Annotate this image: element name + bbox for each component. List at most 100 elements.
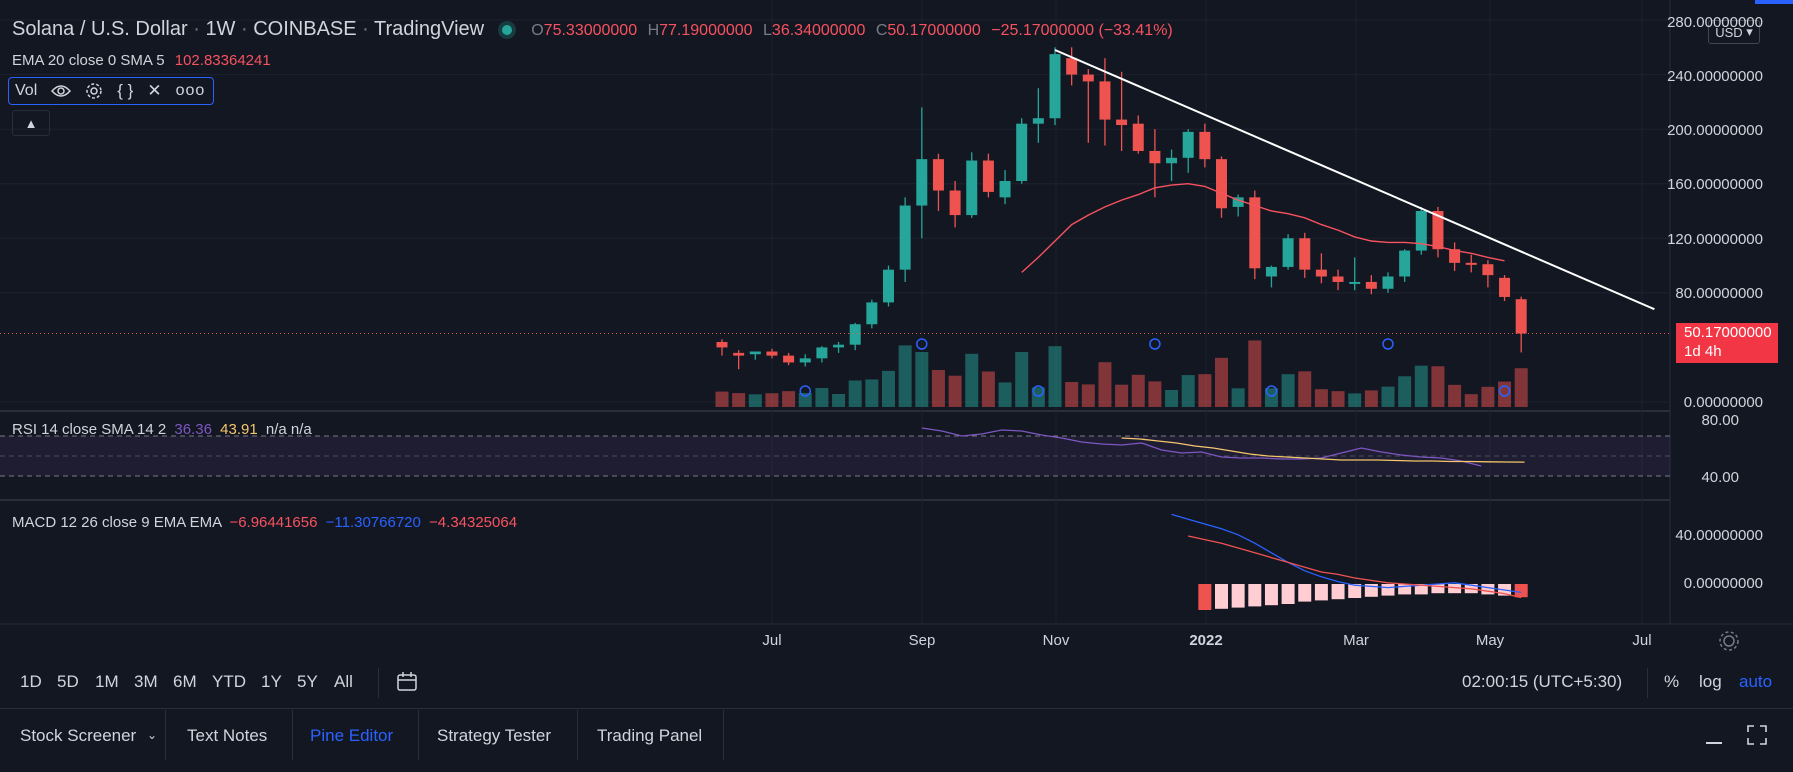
candle-body xyxy=(883,269,894,303)
event-marker-icon xyxy=(1032,385,1045,397)
candle-body xyxy=(1249,197,1261,269)
range-1m[interactable]: 1M xyxy=(95,672,119,691)
interval-label[interactable]: 1W xyxy=(205,18,236,40)
candle-body xyxy=(932,159,944,191)
collapse-legend-button[interactable]: ▲ xyxy=(12,110,50,136)
tab-stock-screener[interactable]: Stock Screener xyxy=(20,726,137,745)
candle-body xyxy=(816,347,828,359)
remove-icon[interactable]: ✕ xyxy=(147,81,162,100)
volume-bar xyxy=(1165,389,1179,407)
symbol-name[interactable]: Solana / U.S. Dollar xyxy=(12,18,188,40)
candle-body xyxy=(1066,58,1078,75)
macd-histogram-bar xyxy=(1264,584,1278,606)
eye-icon[interactable] xyxy=(51,84,72,98)
range-1d[interactable]: 1D xyxy=(20,672,42,691)
candle-body xyxy=(1082,74,1094,82)
volume-bar xyxy=(715,391,729,407)
close-value: 50.17000000 xyxy=(887,22,981,39)
macd-hist-value: −4.34325064 xyxy=(429,514,518,531)
volume-bar xyxy=(1298,371,1312,407)
maximize-panel-icon[interactable] xyxy=(1746,724,1768,746)
time-tick: May xyxy=(1475,632,1505,649)
ema-value: 102.83364241 xyxy=(174,52,271,69)
change-value: −25.17000000 (−33.41%) xyxy=(991,22,1173,39)
chart-settings-icon[interactable] xyxy=(1718,630,1740,652)
volume-bar xyxy=(1398,376,1412,407)
time-tick: Mar xyxy=(1343,632,1369,649)
macd-legend[interactable]: MACD 12 26 close 9 EMA EMA −6.96441656 −… xyxy=(12,514,517,531)
volume-bar xyxy=(798,392,812,407)
toolbar-divider xyxy=(1647,668,1648,698)
rsi-legend[interactable]: RSI 14 close SMA 14 2 36.36 43.91 n/a n/… xyxy=(12,421,312,438)
time-tick: Nov xyxy=(1042,632,1070,649)
macd-line xyxy=(1171,513,1522,594)
last-price-label: 50.17000000 1d 4h xyxy=(1676,323,1778,363)
range-5y[interactable]: 5Y xyxy=(297,672,318,691)
range-all[interactable]: All xyxy=(334,672,353,691)
volume-legend[interactable]: Vol { } ✕ ooo xyxy=(8,77,214,105)
volume-bar xyxy=(1015,352,1029,407)
currency-selector[interactable]: USD ▾ xyxy=(1708,20,1760,44)
range-3m[interactable]: 3M xyxy=(134,672,158,691)
tab-pine-editor[interactable]: Pine Editor xyxy=(310,726,394,745)
candle-body xyxy=(1182,131,1194,158)
timezone-clock[interactable]: 02:00:15 (UTC+5:30) xyxy=(1462,672,1623,691)
price-tick: 80.00000000 xyxy=(1675,285,1763,302)
percent-scale-toggle[interactable]: % xyxy=(1664,672,1680,691)
range-5d[interactable]: 5D xyxy=(57,672,79,691)
volume-bar xyxy=(948,375,962,407)
chevron-down-icon[interactable]: ⌄ xyxy=(147,728,158,742)
range-ytd[interactable]: YTD xyxy=(212,672,246,691)
macd-histogram-bar xyxy=(1348,584,1362,598)
volume-bar xyxy=(981,371,995,407)
tab-strategy-tester[interactable]: Strategy Tester xyxy=(437,726,552,745)
ema-label: EMA 20 close 0 SMA 5 xyxy=(12,52,165,69)
tab-text-notes[interactable]: Text Notes xyxy=(187,726,268,745)
candle-body xyxy=(1515,299,1527,334)
price-tick: 160.00000000 xyxy=(1667,176,1763,193)
candle-body xyxy=(1482,264,1494,276)
price-tick: 200.00000000 xyxy=(1667,122,1763,139)
source-label: TradingView xyxy=(374,18,485,40)
candle-body xyxy=(899,205,911,270)
range-6m[interactable]: 6M xyxy=(173,672,197,691)
candle-body xyxy=(1415,211,1427,251)
volume-bar xyxy=(1081,384,1095,407)
candle-body xyxy=(916,159,928,206)
range-1y[interactable]: 1Y xyxy=(261,672,282,691)
settings-gear-icon[interactable] xyxy=(85,82,103,100)
candle-body xyxy=(1049,54,1061,119)
ema-legend[interactable]: EMA 20 close 0 SMA 5 102.83364241 xyxy=(12,52,271,69)
rsi-line xyxy=(921,427,1482,467)
tab-trading-panel[interactable]: Trading Panel xyxy=(597,726,703,745)
macd-tick: 0.00000000 xyxy=(1683,575,1763,592)
volume-bar xyxy=(998,382,1012,407)
rsi-ma-value: 43.91 xyxy=(220,421,258,438)
volume-bar xyxy=(965,353,979,407)
volume-bar xyxy=(1264,388,1278,407)
macd-signal-line xyxy=(1188,535,1522,599)
accent-bar xyxy=(1755,0,1793,4)
volume-bar xyxy=(1331,391,1345,407)
candle-body xyxy=(1332,276,1344,282)
macd-histogram-bar xyxy=(1431,584,1445,594)
volume-bar xyxy=(1048,346,1062,407)
macd-histogram-bar xyxy=(1281,584,1295,604)
candle-body xyxy=(1349,281,1361,284)
candle-body xyxy=(1216,159,1227,209)
auto-scale-toggle[interactable]: auto xyxy=(1739,672,1773,691)
volume-bar xyxy=(848,380,862,407)
source-code-icon[interactable]: { } xyxy=(117,81,134,100)
candle-body xyxy=(1116,119,1128,126)
log-scale-toggle[interactable]: log xyxy=(1699,672,1722,691)
candle-body xyxy=(999,180,1011,198)
ema-20-line xyxy=(1021,182,1505,273)
volume-bar xyxy=(1231,388,1245,407)
more-icon[interactable]: ooo xyxy=(175,82,206,99)
candle-body xyxy=(1399,250,1411,277)
macd-histogram-bar xyxy=(1381,584,1395,596)
minimize-panel-icon[interactable] xyxy=(1706,742,1722,744)
volume-bar xyxy=(1098,362,1112,407)
date-range-calendar-icon[interactable] xyxy=(396,671,418,693)
